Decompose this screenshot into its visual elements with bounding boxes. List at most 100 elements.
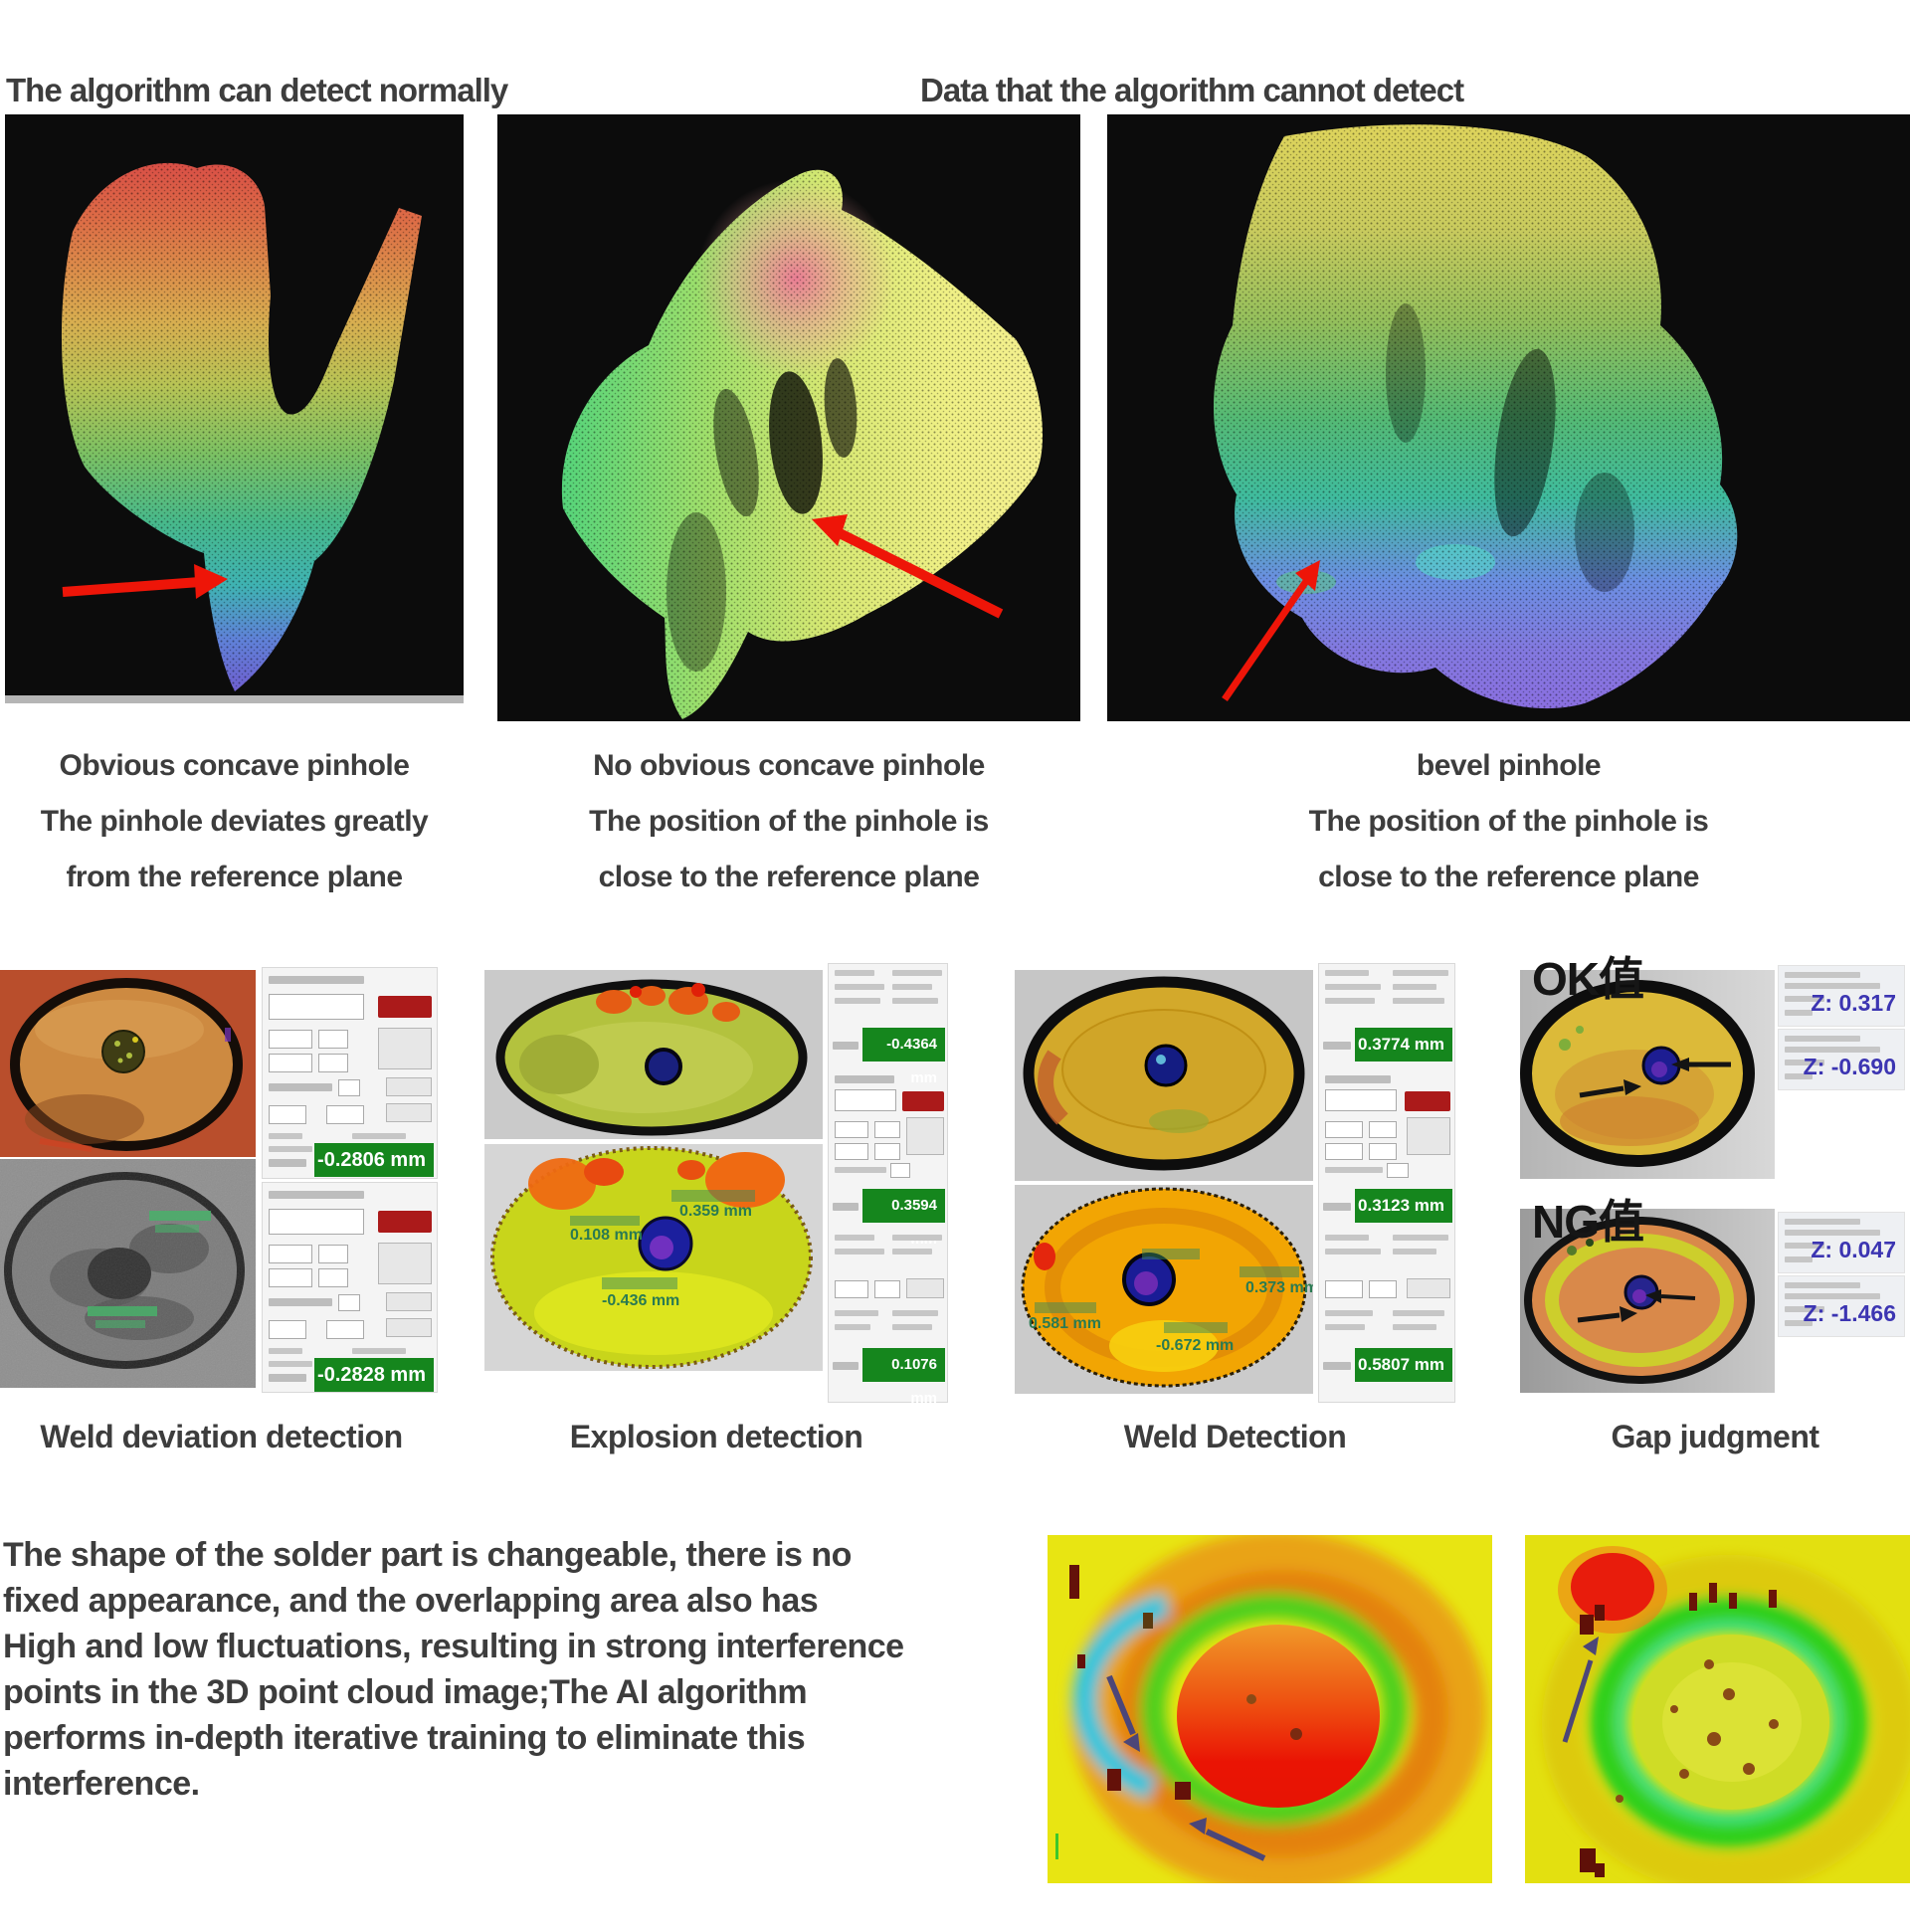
label-placeholder [269,1298,332,1306]
caption-explosion: Explosion detection [569,1419,863,1454]
stat-placeholder [269,1348,302,1354]
coord-input[interactable] [318,1268,348,1287]
red-arrow-icon [812,514,1004,619]
limit-input[interactable] [326,1320,364,1339]
coord-input[interactable] [1369,1121,1397,1138]
coord-input[interactable] [269,1268,312,1287]
z-value: Z: -1.466 [1803,1300,1896,1326]
caption-line: The position of the pinhole is [1308,805,1709,838]
coord-input[interactable] [318,1245,348,1263]
secondary-button[interactable] [378,1243,432,1284]
weld-detection-heatmap: 0.581 mm -0.672 mm 0.373 mm [1015,1185,1313,1394]
coord-input[interactable] [1325,1121,1363,1138]
z-readout-box: Z: 0.317 [1778,965,1905,1027]
result-value: 0.3774 mm [1355,1028,1452,1062]
coord-input[interactable] [874,1121,900,1138]
coord-input[interactable] [318,1054,348,1072]
caption-line: The pinhole deviates greatly [40,805,429,838]
secondary-button[interactable] [906,1117,944,1155]
crater-rings [1070,1535,1486,1883]
coord-input[interactable] [269,1245,312,1263]
delete-button[interactable] [378,1211,432,1233]
name-input[interactable] [1325,1089,1397,1111]
overlay-measure-text [88,1306,157,1316]
limit-input[interactable] [269,1320,306,1339]
interference-object [1729,1593,1737,1609]
result-label-placeholder [269,1159,306,1167]
coord-input[interactable] [318,1030,348,1049]
percent-input[interactable] [338,1079,360,1096]
stat-placeholder [352,1348,406,1354]
delete-button[interactable] [378,996,432,1018]
interference-object [1580,1615,1594,1635]
caption-pointcloud-3: bevel pinhole The position of the pinhol… [1107,738,1910,905]
gap-arrow-icon [1579,1058,1731,1098]
pointcloud-dot-texture [1213,124,1738,709]
coord-input[interactable] [835,1121,868,1138]
limit-input[interactable] [1369,1280,1397,1298]
gap-arrow-icon [1577,1289,1696,1323]
limit-input[interactable] [326,1105,364,1124]
coord-input[interactable] [269,1030,312,1049]
secondary-button[interactable] [386,1077,432,1096]
annotation-arrow-icon [1562,1637,1599,1743]
delete-button[interactable] [902,1091,944,1111]
name-input[interactable] [269,994,364,1020]
interference-object [1595,1863,1605,1877]
delete-button[interactable] [1405,1091,1450,1111]
secondary-button[interactable] [386,1318,432,1337]
paragraph-line: High and low fluctuations, resulting in … [3,1628,904,1665]
annotation-arrow-icon [1106,1674,1266,1861]
interference-object [1689,1593,1697,1611]
result-label-placeholder [1323,1042,1351,1050]
name-input[interactable] [269,1209,364,1235]
cjk-label-placeholder [671,1190,755,1202]
crater-heatmap-left [1048,1535,1492,1883]
percent-input[interactable] [1387,1163,1409,1178]
caption-line: Obvious concave pinhole [59,749,410,782]
coord-input[interactable] [269,1054,312,1072]
name-input[interactable] [835,1089,896,1111]
limit-input[interactable] [874,1280,900,1298]
stat-placeholder [352,1133,406,1139]
weld-photo-grayscale [0,1159,256,1388]
secondary-button[interactable] [386,1292,432,1311]
secondary-button[interactable] [386,1103,432,1122]
weld-pinhole [101,1030,145,1073]
paragraph-line: The shape of the solder part is changeab… [3,1536,852,1574]
secondary-button[interactable] [378,1028,432,1069]
interference-object [1595,1605,1605,1621]
gap-photo-ok [1520,970,1775,1179]
pointcloud-dot-texture [61,162,423,691]
overlay-value: 0.373 mm [1245,1279,1313,1296]
limit-input[interactable] [835,1280,868,1298]
percent-input[interactable] [890,1163,910,1178]
result-value: -0.4364 mm [862,1028,945,1086]
bottom-paragraph: The shape of the solder part is changeab… [3,1532,1043,1807]
secondary-button[interactable] [1407,1117,1450,1155]
weld-detection-photo-top [1015,970,1313,1181]
measurement-settings-panel: -0.2806 mm [262,967,438,1179]
pointcloud-image-normal [5,114,464,703]
result-value: 0.5807 mm [1355,1348,1452,1382]
secondary-button[interactable] [906,1278,944,1298]
limit-input[interactable] [1325,1280,1363,1298]
label-placeholder [269,1191,364,1199]
coord-input[interactable] [1369,1143,1397,1160]
interference-object [1709,1583,1717,1603]
coord-input[interactable] [835,1143,868,1160]
coord-input[interactable] [1325,1143,1363,1160]
overlay-value: 0.581 mm [1029,1315,1101,1332]
coord-input[interactable] [874,1143,900,1160]
crater-center [1177,1625,1380,1808]
caption-line: bevel pinhole [1416,749,1602,782]
percent-input[interactable] [338,1294,360,1311]
result-value: -0.2828 mm [314,1358,434,1392]
paragraph-line: performs in-depth iterative training to … [3,1719,806,1757]
limit-input[interactable] [269,1105,306,1124]
label-placeholder [1325,1075,1391,1083]
interference-object [1175,1782,1191,1800]
overlay-measure-text [149,1211,211,1221]
cjk-label-placeholder [602,1277,677,1289]
secondary-button[interactable] [1407,1278,1450,1298]
